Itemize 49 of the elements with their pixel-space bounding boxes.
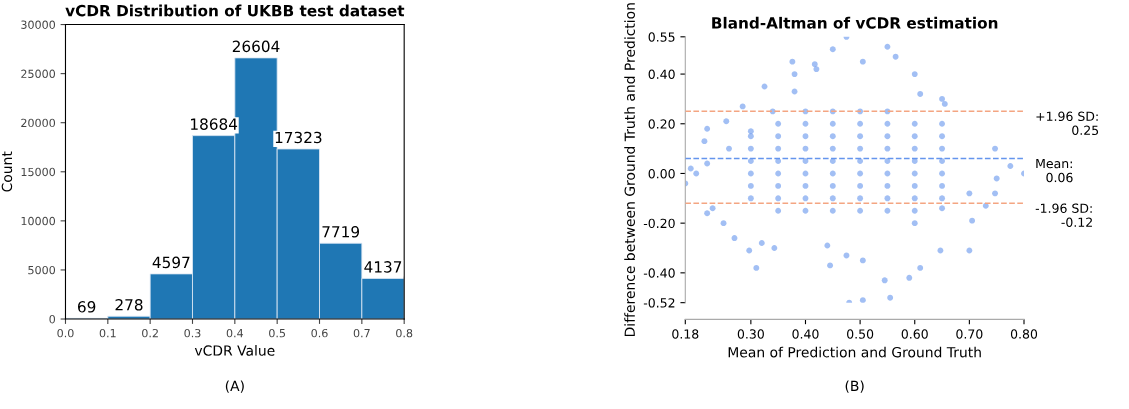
data-label: 69: [78, 301, 96, 313]
y-axis-title: Difference between Ground Truth and Prediction: [624, 3, 635, 337]
x-tick-label: 0.30: [737, 329, 764, 339]
x-tick-label: 0.70: [956, 329, 983, 339]
x-tick-label: 0.8: [396, 328, 413, 338]
x-tick-label: 0.3: [184, 328, 201, 338]
x-tick-label: 0.5: [269, 328, 286, 338]
y-tick-label: 0.40: [648, 69, 675, 80]
y-tick-label: -0.52: [643, 298, 675, 308]
data-label: 4137: [364, 261, 402, 273]
x-tick-label: 0.50: [847, 329, 874, 339]
x-tick-label: 0.6: [311, 328, 328, 338]
ref-line-label: +1.96 SD: 0.25: [1036, 111, 1099, 136]
data-label: 26604: [232, 40, 280, 53]
x-axis-title: vCDR Value: [194, 345, 275, 356]
x-tick-label: 0.60: [901, 329, 928, 339]
y-tick-label: 15000: [21, 167, 56, 177]
x-tick-label: 0.18: [672, 329, 699, 339]
ref-line-label: Mean: 0.06: [1036, 158, 1073, 183]
x-tick-label: 0.40: [792, 329, 819, 339]
x-tick-label: 0.80: [1010, 329, 1038, 339]
y-tick-label: 5000: [28, 265, 56, 275]
y-tick-label: 0.00: [648, 168, 675, 179]
ref-line-label: -1.96 SD: -0.12: [1035, 203, 1092, 227]
x-axis-title: Mean of Prediction and Ground Truth: [728, 346, 981, 358]
y-tick-label: 25000: [21, 69, 56, 78]
y-tick-label: 20000: [21, 118, 56, 128]
data-label: 278: [115, 299, 143, 311]
y-tick-label: 30000: [21, 20, 56, 29]
x-tick-label: 0.2: [142, 328, 158, 338]
y-tick-label: -0.40: [643, 268, 675, 278]
x-tick-label: 0.7: [353, 328, 370, 338]
data-label: 7719: [322, 225, 360, 238]
y-tick-label: 0.55: [648, 32, 675, 42]
text: (B): [845, 380, 864, 393]
x-tick-label: 0.1: [99, 328, 116, 338]
y-axis-title: Count: [1, 151, 13, 192]
y-tick-label: 0.20: [648, 119, 675, 129]
chart-title: vCDR Distribution of UKBB test dataset: [65, 4, 405, 17]
text: (A): [225, 380, 244, 393]
y-tick-label: -0.20: [643, 218, 675, 229]
data-label: 18684: [191, 118, 238, 130]
data-label: 17323: [275, 131, 322, 144]
data-label: 4597: [152, 256, 190, 269]
y-tick-label: 10000: [21, 216, 56, 226]
chart-title: Bland-Altman of vCDR estimation: [712, 16, 998, 29]
y-tick-label: 0: [49, 314, 56, 324]
x-tick-label: 0.0: [57, 328, 74, 338]
x-tick-label: 0.4: [226, 328, 244, 338]
